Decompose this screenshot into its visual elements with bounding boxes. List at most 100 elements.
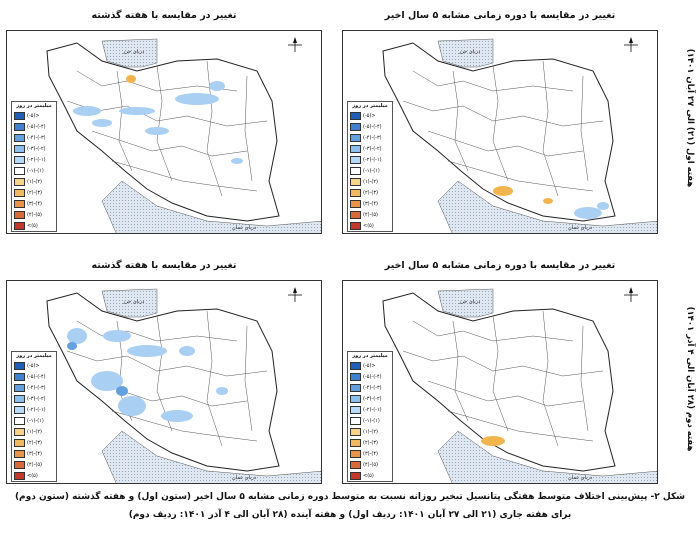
legend-title: میلیمتر در روز — [16, 103, 52, 109]
legend-swatch — [350, 210, 361, 219]
legend-label: <(۵) — [363, 222, 374, 229]
legend-label: (۳)-(۴) — [363, 450, 378, 457]
north-arrow-icon — [288, 287, 302, 302]
legend-swatch — [350, 144, 361, 153]
legend-item: (-۳)-(-۲) — [12, 393, 56, 404]
caspian-sea — [437, 288, 494, 318]
legend-item: (-۳)-(-۲) — [12, 143, 56, 154]
legend-swatch — [350, 405, 361, 414]
legend-swatch — [350, 361, 361, 370]
legend-item: (۱)-(۲) — [12, 176, 56, 187]
orange-anomaly-areas — [481, 436, 505, 446]
legend-swatch — [14, 111, 25, 120]
legend-item: (۴)-(۵) — [348, 209, 392, 220]
figure-caption-line2: برای هفته جاری (۲۱ الی ۲۷ آبان ۱۴۰۱: ردی… — [128, 510, 572, 520]
panel-title: تغییر در مقایسه با هفته گذشته — [91, 260, 237, 271]
legend-item: (-۲)-(-۱) — [348, 404, 392, 415]
legend-label: (-۵)> — [363, 112, 376, 119]
orange-anomaly-areas — [493, 186, 553, 204]
legend-item: (-۵)-(-۴) — [12, 121, 56, 132]
legend-item: <(۵) — [348, 470, 392, 481]
legend-swatch — [350, 372, 361, 381]
gulf-sea — [101, 180, 321, 233]
figure-caption-line1: شکل ۲- پیش‌بینی اختلاف متوسط هفتگی پتانس… — [14, 492, 686, 502]
gulf-sea — [437, 180, 657, 233]
gulf-sea — [437, 430, 657, 483]
legend-swatch — [14, 221, 25, 230]
blue-anomaly-areas — [574, 202, 609, 219]
legend-label: (-۱)-(۱) — [363, 167, 380, 174]
legend-swatch — [14, 155, 25, 164]
legend-item: (-۳)-(-۲) — [348, 393, 392, 404]
legend-swatch — [14, 133, 25, 142]
legend-label: (-۴)-(-۳) — [27, 384, 46, 391]
blue-anomaly-areas — [67, 328, 228, 422]
legend-label: (-۴)-(-۳) — [363, 134, 382, 141]
legend-label: (-۳)-(-۲) — [27, 145, 46, 152]
legend-label: (۱)-(۲) — [363, 428, 378, 435]
caspian-label: دریای خزر — [458, 299, 480, 305]
legend-swatch — [14, 361, 25, 370]
legend-item: (۳)-(۴) — [12, 198, 56, 209]
legend-label: (۴)-(۵) — [363, 461, 378, 468]
legend-swatch — [350, 188, 361, 197]
legend-title: میلیمتر در روز — [352, 353, 388, 359]
blue-anomaly-areas — [73, 81, 243, 164]
legend-item: (۳)-(۴) — [348, 198, 392, 209]
legend-list: (-۵)> (-۵)-(-۴) (-۴)-(-۳) (-۳)-(-۲) (-۲)-(-۱… — [348, 110, 392, 231]
caspian-label: دریای خزر — [122, 49, 144, 55]
legend-swatch — [14, 416, 25, 425]
legend-item: (-۵)-(-۴) — [348, 121, 392, 132]
legend-label: (-۱)-(۱) — [27, 417, 44, 424]
legend-label: (۲)-(۳) — [27, 439, 42, 446]
legend-label: (۱)-(۲) — [363, 178, 378, 185]
map-frame: دریای خزر دریای عمان میلیمتر در روز (-۵)… — [6, 280, 322, 484]
map-frame: دریای خزر دریای عمان میلیمتر در روز (-۵)… — [342, 30, 658, 234]
legend-item: (۱)-(۲) — [348, 176, 392, 187]
legend-swatch — [350, 427, 361, 436]
legend-item: (-۴)-(-۳) — [348, 382, 392, 393]
legend-swatch — [350, 122, 361, 131]
legend-swatch — [14, 144, 25, 153]
legend-item: (-۴)-(-۳) — [348, 132, 392, 143]
panel-title: تغییر در مقایسه با دوره زمانی مشابه ۵ سا… — [384, 260, 616, 271]
legend-swatch — [14, 177, 25, 186]
province-borders — [402, 310, 604, 447]
legend-label: (۱)-(۲) — [27, 178, 42, 185]
legend: میلیمتر در روز (-۵)> (-۵)-(-۴) (-۴)-(-۳) (-… — [347, 351, 393, 482]
caspian-sea — [437, 38, 494, 68]
legend-item: (-۴)-(-۳) — [12, 382, 56, 393]
legend-label: (-۲)-(-۱) — [363, 156, 382, 163]
legend-label: (-۵)-(-۴) — [27, 123, 46, 130]
legend-swatch — [14, 199, 25, 208]
legend-item: (-۱)-(۱) — [348, 165, 392, 176]
legend-item: (۳)-(۴) — [12, 448, 56, 459]
legend-item: (۴)-(۵) — [12, 459, 56, 470]
legend-label: <(۵) — [27, 472, 38, 479]
legend-label: (۴)-(۵) — [27, 461, 42, 468]
legend-item: (۱)-(۲) — [348, 426, 392, 437]
oman-label: دریای عمان — [568, 225, 592, 231]
legend-item: (-۵)-(-۴) — [348, 371, 392, 382]
legend-swatch — [350, 166, 361, 175]
iran-outline — [382, 42, 616, 222]
legend-item: (-۱)-(۱) — [12, 415, 56, 426]
legend-item: (-۲)-(-۱) — [348, 154, 392, 165]
legend-label: (۲)-(۳) — [363, 189, 378, 196]
legend-item: (-۲)-(-۱) — [12, 404, 56, 415]
map-frame: دریای خزر دریای عمان میلیمتر در روز (-۵)… — [342, 280, 658, 484]
legend-label: (۴)-(۵) — [27, 211, 42, 218]
legend-label: (-۱)-(۱) — [27, 167, 44, 174]
legend-swatch — [350, 111, 361, 120]
province-borders — [402, 60, 604, 197]
legend-swatch — [350, 471, 361, 480]
legend-item: (-۵)> — [12, 360, 56, 371]
legend-label: (۲)-(۳) — [363, 439, 378, 446]
iran-map: دریای خزر دریای عمان — [46, 287, 321, 483]
legend-label: <(۵) — [363, 472, 374, 479]
legend-item: (-۲)-(-۱) — [12, 154, 56, 165]
row-label-week2: هفته دوم (۲۸ آبان الی ۴ آذر ۱۴۰۱) — [685, 306, 695, 452]
legend-label: (-۵)-(-۴) — [27, 373, 46, 380]
legend-swatch — [14, 460, 25, 469]
legend-swatch — [350, 416, 361, 425]
